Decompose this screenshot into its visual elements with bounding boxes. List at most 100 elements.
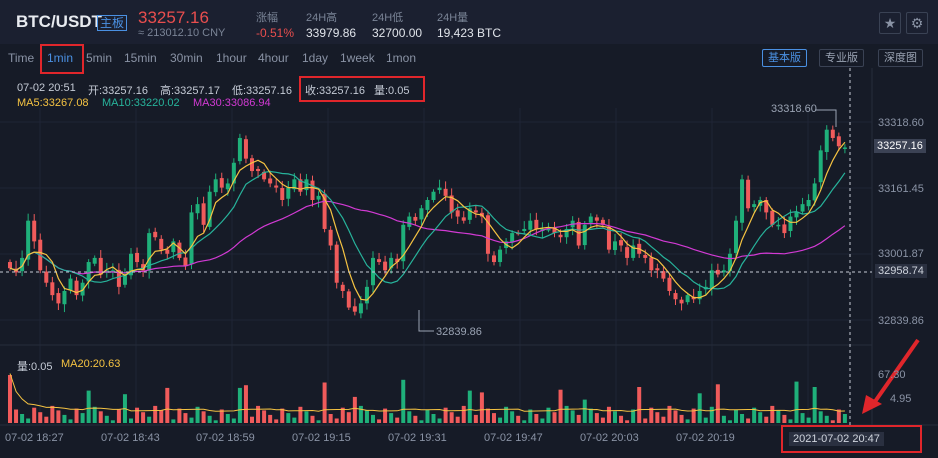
volume-bar — [98, 411, 103, 423]
volume-bar — [371, 414, 375, 423]
red-arrow-head — [862, 395, 882, 414]
volume-bar — [268, 414, 273, 423]
volume-bar — [304, 411, 309, 423]
tab-1day[interactable]: 1day — [302, 51, 329, 65]
volume-bar — [68, 419, 73, 423]
view-pro-button[interactable]: 专业版 — [819, 49, 864, 67]
view-depth-button[interactable]: 深度图 — [878, 49, 923, 67]
volume-bar — [425, 409, 430, 423]
tab-30min[interactable]: 30min — [170, 51, 203, 65]
candle-body — [655, 268, 660, 271]
volume-bar — [8, 375, 12, 423]
volume-bar — [250, 416, 254, 423]
tab-time[interactable]: Time — [8, 51, 35, 65]
volume-bar — [322, 382, 327, 423]
volume-bar — [606, 406, 611, 423]
candle-body — [183, 257, 188, 267]
candle-body — [231, 162, 236, 184]
pair-name[interactable]: BTC/USDT — [16, 12, 102, 31]
tab-15min[interactable]: 15min — [124, 51, 157, 65]
gear-icon[interactable]: ⚙ — [906, 12, 928, 34]
volume-bar — [110, 420, 115, 423]
time-tick: 07-02 19:15 — [292, 432, 351, 444]
volume-bar — [485, 408, 490, 423]
market-header: BTC/USDT 主板 33257.16 ≈ 213012.10 CNY 涨幅 … — [0, 0, 938, 44]
tab-1min[interactable]: 1min — [47, 51, 74, 65]
volume-bar — [286, 413, 291, 423]
candle-body — [467, 208, 472, 220]
volume-bar — [782, 414, 787, 423]
candle-body — [564, 228, 569, 238]
ohlc-time: 07-02 20:51 — [17, 82, 76, 94]
candle-body — [122, 274, 127, 285]
candle-body — [800, 204, 805, 212]
volume-bar — [818, 411, 823, 423]
volume-bar — [824, 415, 829, 423]
candle-body — [836, 136, 841, 147]
candle-body — [207, 191, 212, 227]
time-tick: 07-02 19:47 — [484, 432, 543, 444]
volume-bar — [310, 415, 315, 423]
candle-body — [721, 270, 726, 273]
tab-5min[interactable]: 5min — [86, 51, 113, 65]
candle-body — [770, 210, 775, 225]
candle-body — [679, 299, 684, 304]
stat-volume-label: 24H量 — [437, 12, 469, 24]
candle-body — [177, 242, 182, 258]
candle-body — [340, 284, 345, 291]
volume-bar — [14, 409, 19, 423]
red-arrow-shaft — [872, 338, 920, 405]
volume-bar — [558, 389, 563, 423]
candle-body — [709, 270, 714, 289]
tab-1hour[interactable]: 1hour — [216, 51, 247, 65]
candle-body — [292, 179, 297, 190]
volume-bar — [552, 412, 557, 423]
volume-bar — [746, 418, 751, 423]
volume-bar — [776, 410, 781, 423]
volume-bar — [473, 414, 478, 423]
candle-body — [219, 178, 224, 188]
volume-bar — [582, 399, 587, 423]
volume-bar — [298, 406, 303, 423]
candle-body — [395, 258, 400, 263]
volume-bar — [413, 415, 418, 423]
candle-body — [594, 217, 599, 221]
ohlc-close: 收:33257.16 — [305, 85, 365, 97]
volume-bar — [727, 420, 732, 423]
volume-bar — [26, 418, 31, 423]
volume-bar — [461, 405, 466, 423]
star-icon[interactable]: ★ — [879, 12, 901, 34]
candle-body — [552, 227, 557, 234]
price-tick: 33161.45 — [878, 183, 924, 195]
candle-body — [92, 257, 97, 264]
candle-body — [667, 277, 672, 291]
tab-1week[interactable]: 1week — [340, 51, 375, 65]
candle-body — [613, 241, 617, 251]
candle-body — [782, 224, 787, 234]
highlight-1min — [40, 44, 84, 74]
volume-tick: 67.30 — [878, 369, 906, 381]
view-basic-button[interactable]: 基本版 — [762, 49, 807, 67]
volume-bar — [649, 407, 654, 423]
candle-body — [274, 185, 279, 188]
volume-bar — [625, 420, 630, 423]
tab-4hour[interactable]: 4hour — [258, 51, 289, 65]
candle-body — [473, 210, 478, 213]
volume-bar — [431, 414, 436, 423]
volume-bar — [364, 410, 369, 423]
low-annotation: 32839.86 — [436, 326, 482, 338]
volume-bar — [600, 417, 605, 423]
volume-bar — [685, 419, 690, 423]
volume-bar — [794, 381, 799, 423]
tab-1mon[interactable]: 1mon — [386, 51, 417, 65]
candle-body — [727, 253, 732, 272]
candle-body — [740, 179, 745, 223]
volume-bar — [691, 408, 696, 423]
candle-body — [697, 290, 702, 300]
volume-bar — [74, 408, 79, 423]
volume-bar — [407, 411, 412, 423]
volume-label: 量:0.05 — [17, 361, 53, 373]
candle-body — [86, 262, 91, 282]
volume-bar — [510, 411, 515, 423]
